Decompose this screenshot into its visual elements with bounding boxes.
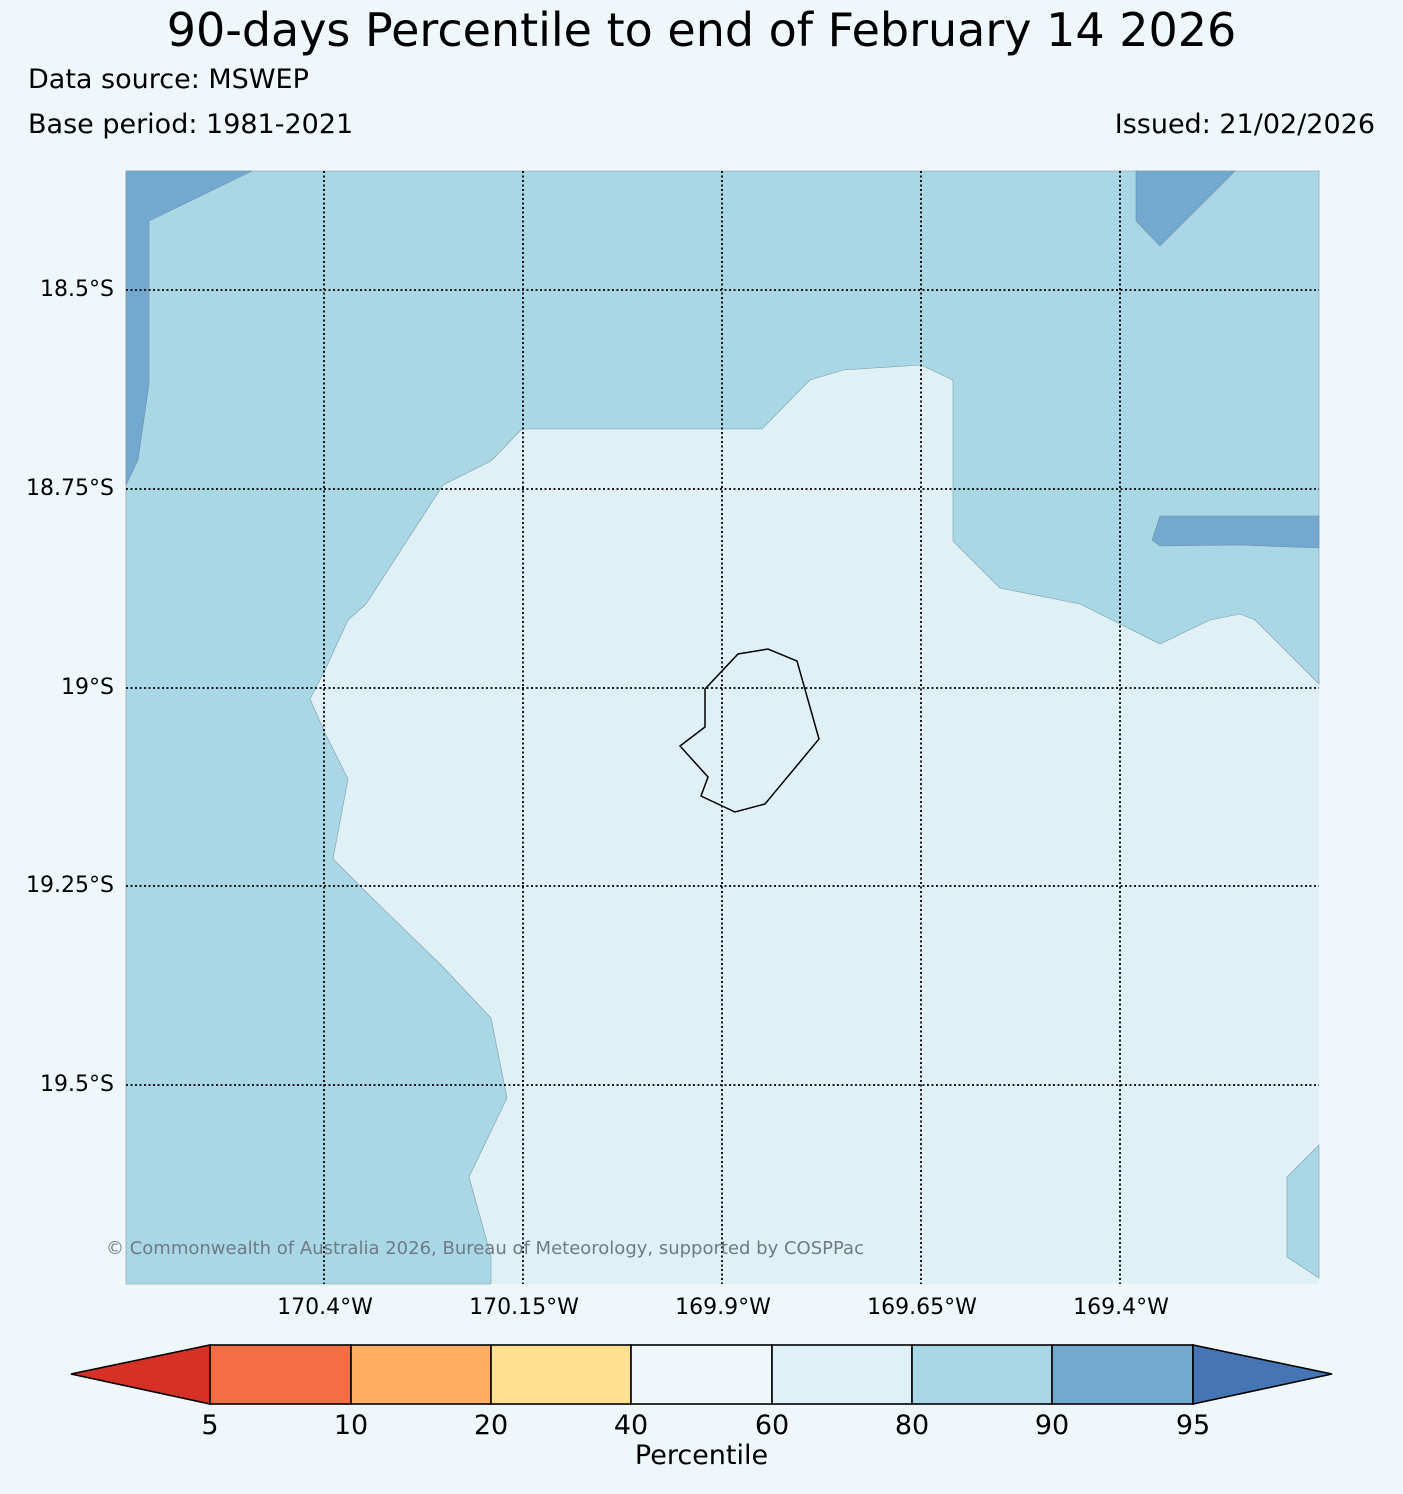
lat-label: 19°S: [61, 675, 114, 700]
colorbar-tick-label: 40: [613, 1410, 649, 1441]
gridlines: [126, 171, 1319, 1284]
colorbar-tick-label: 20: [473, 1410, 509, 1441]
band-90-95-east: [1151, 515, 1320, 549]
lat-label: 19.5°S: [40, 1072, 114, 1097]
colorbar-segment-20-40: [490, 1344, 632, 1405]
lat-label: 18.5°S: [40, 277, 114, 302]
colorbar-segment-5-10: [209, 1344, 352, 1405]
colorbar-extend-low: [70, 1344, 211, 1405]
colorbar-tick-label: 90: [1034, 1410, 1070, 1441]
colorbar-segment-10-20: [350, 1344, 492, 1405]
lon-label: 169.4°W: [1073, 1295, 1169, 1320]
lat-label: 18.75°S: [26, 476, 114, 501]
band-80-90-west-north: [125, 170, 1320, 1285]
lon-label: 169.65°W: [867, 1295, 977, 1320]
colorbar-segment-80-90: [911, 1344, 1053, 1405]
base-period: Base period: 1981-2021: [28, 109, 354, 140]
data-source: Data source: MSWEP: [28, 64, 309, 95]
band-80-90-southeast: [1286, 1144, 1320, 1279]
band-90-95-northeast: [1135, 170, 1236, 247]
issued-date: Issued: 21/02/2026: [1114, 109, 1375, 140]
colorbar-tick-label: 60: [754, 1410, 790, 1441]
colorbar-tick-label: 10: [333, 1410, 369, 1441]
colorbar-tick-label: 5: [201, 1410, 219, 1441]
band-90-95-west: [125, 170, 253, 486]
lat-label: 19.25°S: [26, 873, 114, 898]
lon-label: 170.4°W: [277, 1295, 373, 1320]
island-coastline: [678, 648, 820, 813]
lon-label: 169.9°W: [675, 1295, 771, 1320]
colorbar-segment-60-80: [771, 1344, 913, 1405]
colorbar-tick-label: 95: [1175, 1410, 1211, 1441]
copyright-notice: © Commonwealth of Australia 2026, Bureau…: [106, 1238, 864, 1259]
colorbar-tick-label: 80: [894, 1410, 930, 1441]
colorbar-segment-90-95: [1051, 1344, 1194, 1405]
colorbar-title: Percentile: [634, 1440, 769, 1471]
chart-title: 90-days Percentile to end of February 14…: [166, 3, 1237, 57]
colorbar-extend-high: [1192, 1344, 1333, 1405]
colorbar: [70, 1344, 1333, 1405]
colorbar-segment-40-60: [630, 1344, 773, 1405]
lon-label: 170.15°W: [469, 1295, 579, 1320]
